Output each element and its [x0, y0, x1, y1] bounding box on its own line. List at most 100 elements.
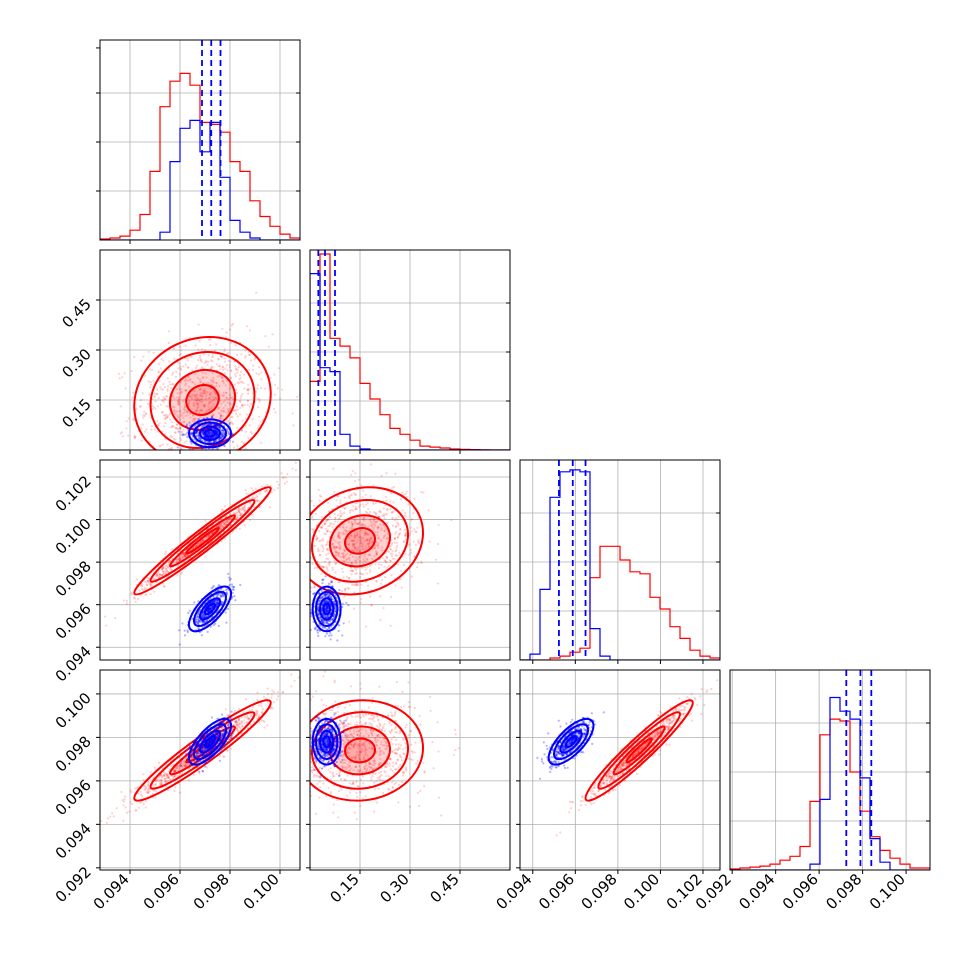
sample-point	[327, 552, 330, 555]
sample-point	[311, 528, 314, 531]
sample-point	[199, 541, 202, 544]
sample-point	[323, 588, 326, 591]
sample-point	[296, 395, 299, 398]
sample-point	[367, 525, 370, 529]
sample-point	[341, 513, 344, 516]
sample-point	[220, 409, 223, 412]
sample-point	[346, 530, 349, 533]
sample-point	[394, 532, 397, 535]
sample-point	[237, 509, 240, 512]
sample-point	[224, 360, 227, 363]
sample-point	[230, 747, 233, 751]
sample-point	[195, 543, 199, 546]
sample-point	[121, 376, 124, 379]
sample-point	[125, 811, 129, 814]
sample-point	[256, 712, 259, 715]
sample-point	[222, 431, 225, 434]
sample-point	[185, 389, 188, 392]
sample-point	[358, 555, 362, 559]
sample-point	[365, 533, 368, 536]
sample-point	[335, 546, 338, 549]
sample-point	[383, 530, 386, 533]
panel-1-2	[310, 463, 453, 642]
sample-point	[258, 499, 261, 502]
sample-point	[367, 542, 371, 545]
sample-point	[346, 552, 349, 555]
contour-blue	[311, 585, 342, 633]
sample-point	[206, 630, 209, 634]
sample-point	[348, 543, 351, 546]
sample-point	[240, 370, 243, 373]
gridlines	[100, 40, 930, 870]
sample-point	[183, 760, 186, 764]
sample-point	[180, 553, 183, 556]
sample-point	[153, 428, 156, 431]
sample-point	[211, 431, 214, 434]
sample-point	[216, 375, 219, 378]
sample-point	[164, 565, 167, 568]
sample-point	[392, 485, 395, 489]
sample-point	[347, 604, 350, 607]
sample-point	[367, 545, 370, 548]
sample-point	[248, 329, 251, 332]
sample-point	[230, 421, 233, 424]
sample-point	[180, 764, 183, 767]
sample-point	[326, 606, 329, 610]
sample-point	[315, 626, 318, 629]
sample-point	[223, 444, 226, 447]
sample-point	[337, 541, 340, 544]
sample-point	[376, 534, 379, 537]
sample-point	[195, 393, 198, 396]
sample-point	[167, 368, 170, 371]
sample-point	[324, 520, 327, 523]
sample-point	[372, 518, 375, 521]
sample-point	[338, 624, 341, 627]
sample-point	[152, 379, 155, 382]
sample-point	[177, 403, 180, 406]
sample-point	[326, 530, 329, 533]
sample-point	[330, 618, 334, 621]
sample-point	[171, 425, 174, 428]
sample-point	[354, 508, 357, 511]
sample-point	[164, 418, 167, 421]
sample-point	[236, 369, 239, 372]
sample-point	[351, 523, 354, 526]
sample-point	[133, 437, 136, 440]
sample-point	[207, 437, 210, 440]
sample-point	[357, 556, 360, 559]
sample-point	[329, 580, 332, 583]
sample-point	[355, 572, 358, 575]
sample-point	[201, 400, 204, 403]
sample-point	[373, 547, 376, 550]
sample-point	[162, 582, 165, 585]
sample-point	[148, 581, 151, 584]
sample-point	[351, 523, 354, 526]
sample-point	[142, 355, 145, 358]
sample-point	[135, 578, 139, 581]
sample-point	[182, 416, 185, 419]
sample-point	[174, 411, 177, 414]
sample-point	[230, 341, 233, 344]
sample-point	[322, 614, 325, 617]
sample-point	[168, 380, 171, 383]
sample-point	[323, 523, 326, 526]
sample-point	[349, 509, 352, 512]
sample-point	[153, 789, 156, 792]
sample-point	[391, 516, 394, 519]
sample-point	[323, 593, 326, 597]
sample-point	[326, 567, 329, 570]
sample-point	[354, 546, 357, 549]
sample-point	[202, 353, 205, 356]
sample-point	[145, 583, 149, 586]
sample-point	[233, 383, 236, 386]
sample-point	[198, 356, 202, 359]
sample-point	[217, 593, 220, 596]
sample-point	[321, 619, 324, 623]
sample-point	[175, 426, 178, 430]
sample-point	[178, 767, 181, 770]
sample-point	[208, 534, 211, 537]
sample-point	[209, 393, 212, 396]
sample-point	[321, 537, 324, 540]
sample-point	[231, 595, 234, 598]
sample-point	[192, 403, 195, 406]
